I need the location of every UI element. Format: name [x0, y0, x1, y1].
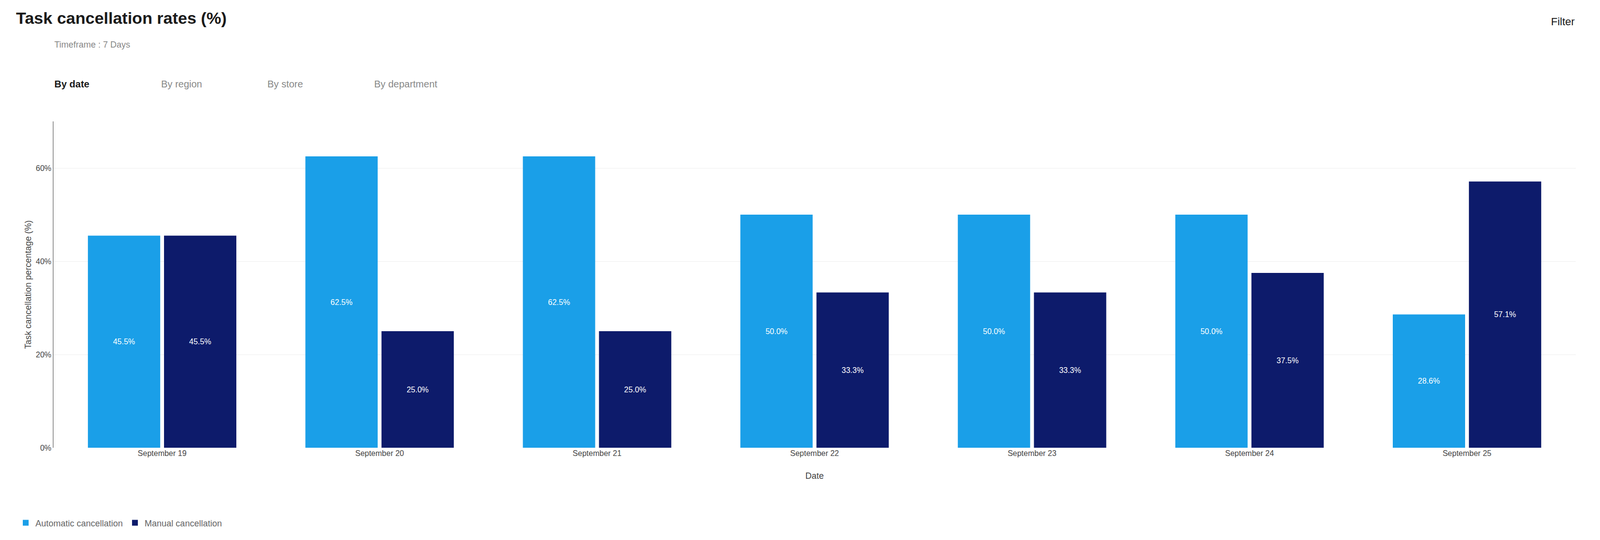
svg-text:33.3%: 33.3%	[841, 365, 864, 375]
svg-text:50.0%: 50.0%	[1200, 327, 1223, 336]
svg-text:0%: 0%	[40, 443, 52, 452]
svg-text:Date: Date	[805, 470, 824, 481]
svg-text:Task cancellation rates (%): Task cancellation rates (%)	[16, 8, 227, 28]
svg-text:45.5%: 45.5%	[113, 337, 135, 346]
svg-text:September 21: September 21	[572, 448, 622, 458]
svg-text:September 25: September 25	[1442, 448, 1492, 458]
svg-text:50.0%: 50.0%	[983, 327, 1006, 336]
svg-text:September 19: September 19	[137, 448, 187, 458]
svg-text:25.0%: 25.0%	[406, 385, 429, 394]
svg-text:By region: By region	[161, 78, 203, 90]
svg-text:45.5%: 45.5%	[189, 337, 212, 346]
svg-text:28.6%: 28.6%	[1418, 376, 1440, 385]
svg-text:50.0%: 50.0%	[765, 327, 788, 336]
svg-text:By date: By date	[54, 78, 90, 90]
svg-text:Automatic cancellation: Automatic cancellation	[35, 518, 123, 528]
svg-text:33.3%: 33.3%	[1058, 365, 1081, 375]
svg-text:Timeframe : 7 Days: Timeframe : 7 Days	[54, 39, 131, 50]
svg-text:25.0%: 25.0%	[624, 385, 646, 394]
svg-text:By store: By store	[267, 78, 303, 90]
svg-text:62.5%: 62.5%	[547, 297, 570, 307]
svg-text:Filter: Filter	[1550, 15, 1575, 28]
svg-text:September 20: September 20	[355, 448, 405, 458]
svg-text:62.5%: 62.5%	[330, 297, 353, 307]
svg-text:37.5%: 37.5%	[1276, 356, 1299, 365]
svg-text:Task cancellation percentage (: Task cancellation percentage (%)	[23, 219, 33, 349]
svg-text:By department: By department	[374, 78, 438, 90]
svg-text:September 23: September 23	[1007, 448, 1057, 458]
svg-text:September 22: September 22	[790, 448, 840, 458]
svg-text:60%: 60%	[35, 164, 52, 173]
svg-text:September 24: September 24	[1225, 448, 1275, 458]
svg-text:57.1%: 57.1%	[1494, 310, 1517, 319]
svg-text:20%: 20%	[35, 350, 52, 359]
svg-text:Manual cancellation: Manual cancellation	[144, 518, 222, 528]
svg-text:40%: 40%	[35, 257, 52, 266]
